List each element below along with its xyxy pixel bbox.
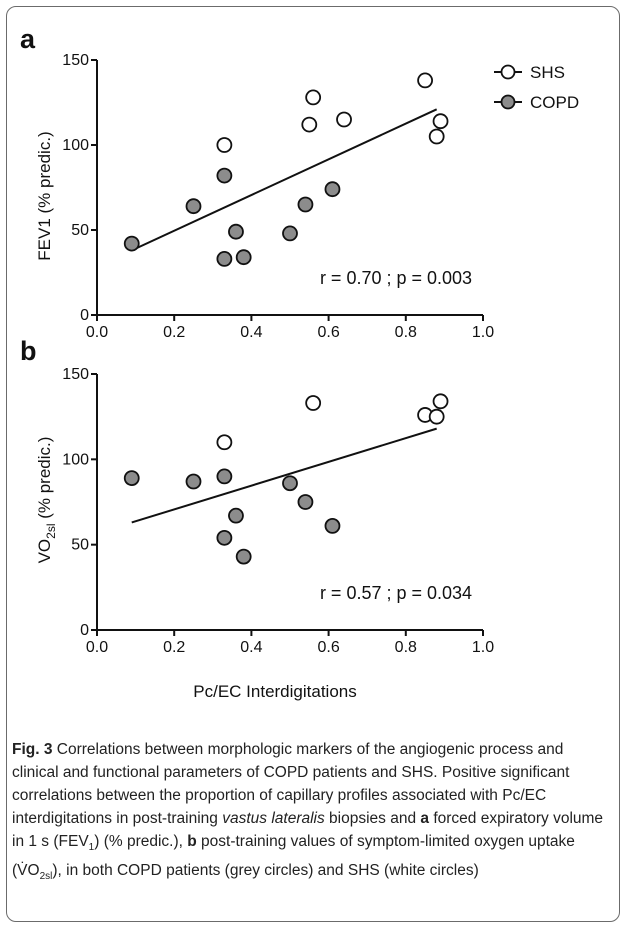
panel-a-point-shs bbox=[305, 89, 322, 106]
panel-a-point-copd bbox=[324, 181, 341, 198]
panel-b-point-copd bbox=[123, 470, 140, 487]
panel-a-y-tick-label: 100 bbox=[62, 137, 89, 154]
panel-a-x-tick-label: 1.0 bbox=[472, 324, 494, 341]
panel-b-x-tick-label: 0.0 bbox=[86, 639, 108, 656]
panel-a-x-tick-label: 0.4 bbox=[240, 324, 262, 341]
panel-a-ylabel: FEV1 (% predic.) bbox=[35, 131, 54, 260]
figure-caption: Fig. 3 Correlations between morphologic … bbox=[12, 738, 608, 888]
panel-a-regression-line bbox=[131, 108, 438, 252]
panel-b: b VO2sl (% predic.) r = 0.57 ; p = 0.034… bbox=[20, 336, 494, 701]
panel-a-point-copd bbox=[297, 196, 314, 213]
caption-text-6: ), in both COPD patients (grey circles) … bbox=[52, 862, 479, 880]
panel-b-point-shs bbox=[216, 434, 233, 451]
panel-b-point-shs bbox=[428, 408, 445, 425]
figure-frame bbox=[6, 6, 620, 922]
panel-b-y-tick-label: 150 bbox=[62, 366, 89, 383]
figure-charts: a FEV1 (% predic.) r = 0.70 ; p = 0.003 … bbox=[20, 24, 579, 701]
legend-label-copd: COPD bbox=[530, 93, 579, 112]
panel-a-point-shs bbox=[428, 128, 445, 145]
panel-b-point-copd bbox=[216, 529, 233, 546]
panel-b-axes: 0.0 0.2 0.4 0.6 0.8 1.0 0 50 100 150 bbox=[62, 366, 494, 656]
caption-a: a bbox=[420, 810, 430, 827]
panel-b-x-tick-label: 1.0 bbox=[472, 639, 494, 656]
panel-a-axes: 0.0 0.2 0.4 0.6 0.8 1.0 0 50 100 150 bbox=[62, 52, 494, 341]
caption-text-1: Correlations between morphologic markers… bbox=[12, 741, 570, 827]
panel-a-point-shs bbox=[417, 72, 434, 89]
panel-b-point-shs bbox=[432, 393, 449, 410]
panel-a-y-tick-label: 50 bbox=[71, 222, 89, 239]
panel-b-point-shs bbox=[305, 395, 322, 411]
panel-a-stat: r = 0.70 ; p = 0.003 bbox=[320, 268, 472, 288]
caption-text-5: post-training values of symptom-limited … bbox=[12, 833, 575, 880]
caption-text-3: forced expiratory volume in 1 s (FEV bbox=[12, 810, 604, 850]
panel-b-point-copd bbox=[228, 507, 244, 524]
panel-b-y-tick-label: 0 bbox=[80, 622, 89, 639]
panel-b-x-tick-label: 0.8 bbox=[395, 639, 417, 656]
panel-b-y-tick-label: 100 bbox=[62, 451, 89, 468]
panel-b-y-tick-label: 50 bbox=[71, 537, 89, 554]
panel-a-point-copd bbox=[123, 235, 140, 252]
caption-text-4: ) (% predic.), bbox=[94, 833, 188, 850]
legend-item-shs: SHS bbox=[494, 63, 565, 82]
panel-a-x-tick-label: 0.8 bbox=[395, 324, 417, 341]
panel-a-x-tick-label: 0.2 bbox=[163, 324, 185, 341]
panel-a-point-shs bbox=[336, 111, 352, 128]
panel-a-point-copd bbox=[282, 225, 298, 242]
panel-b-x-tick-label: 0.4 bbox=[240, 639, 262, 656]
caption-text-2: biopsies and bbox=[324, 810, 421, 827]
panel-a-point-copd bbox=[216, 250, 233, 267]
caption-b: b bbox=[187, 833, 197, 850]
legend-marker-copd bbox=[500, 94, 516, 110]
panel-a-x-tick-label: 0.0 bbox=[86, 324, 108, 341]
panel-a-letter: a bbox=[20, 24, 36, 54]
panel-a-point-shs bbox=[216, 137, 233, 153]
panel-b-point-copd bbox=[216, 468, 233, 485]
legend-item-copd: COPD bbox=[494, 93, 579, 112]
caption-italic: vastus lateralis bbox=[222, 810, 325, 827]
panel-a-y-tick-label: 0 bbox=[80, 307, 89, 324]
panel-b-point-copd bbox=[282, 475, 298, 492]
panel-a-point-copd bbox=[216, 167, 233, 184]
legend: SHS COPD bbox=[494, 63, 579, 112]
panel-b-stat: r = 0.57 ; p = 0.034 bbox=[320, 583, 472, 603]
panel-a-y-tick-label: 150 bbox=[62, 52, 89, 69]
panel-b-ylabel: VO2sl (% predic.) bbox=[35, 437, 58, 564]
panel-a-point-copd bbox=[185, 198, 202, 215]
caption-fig-label: Fig. 3 bbox=[12, 741, 53, 758]
panel-b-x-tick-label: 0.6 bbox=[317, 639, 339, 656]
panel-b-regression-line bbox=[131, 427, 437, 524]
panel-a-point-shs bbox=[432, 113, 449, 130]
caption-vo: V̇O bbox=[17, 862, 40, 880]
panel-b-point-copd bbox=[185, 473, 202, 490]
panel-b-point-copd bbox=[297, 494, 314, 510]
panel-b-point-copd bbox=[235, 548, 252, 565]
panel-b-xlabel: Pc/EC Interdigitations bbox=[193, 682, 356, 701]
panel-b-letter: b bbox=[20, 336, 37, 366]
caption-fev-sub: 1 bbox=[88, 842, 95, 854]
caption-vo-sub: 2sl bbox=[39, 871, 53, 883]
panel-a: a FEV1 (% predic.) r = 0.70 ; p = 0.003 … bbox=[20, 24, 494, 341]
panel-b-point-copd bbox=[324, 517, 341, 534]
panel-b-marks bbox=[123, 393, 449, 565]
panel-a-point-copd bbox=[235, 249, 252, 266]
panel-a-point-shs bbox=[301, 116, 318, 133]
legend-label-shs: SHS bbox=[530, 63, 565, 82]
panel-a-x-tick-label: 0.6 bbox=[317, 324, 339, 341]
panel-a-point-copd bbox=[228, 223, 244, 240]
legend-marker-shs bbox=[500, 64, 516, 80]
panel-b-x-tick-label: 0.2 bbox=[163, 639, 185, 656]
panel-a-marks bbox=[123, 72, 449, 267]
